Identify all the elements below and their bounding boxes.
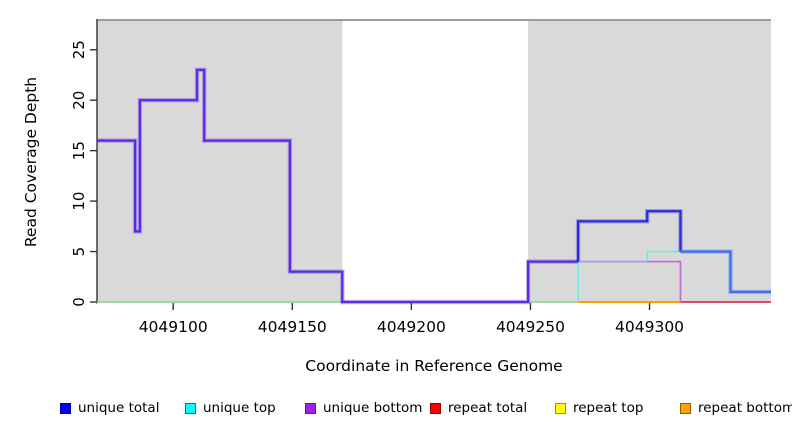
y-tick-label: 15 [70,141,88,160]
y-tick-label: 0 [70,297,88,307]
x-tick-label: 4049250 [496,318,565,336]
legend-swatch-icon [60,402,71,414]
y-tick-label: 20 [70,91,88,110]
legend-label: unique top [203,400,276,416]
legend-item: repeat bottom [680,396,792,420]
unique-bottom-drop [647,260,682,302]
y-tick-label: 25 [70,40,88,59]
x-tick-label: 4049150 [258,318,327,336]
legend-item: unique bottom [305,396,422,420]
shaded-region-left [97,20,343,303]
legend-item: unique total [60,396,159,420]
unique-total-violet-trace [97,68,579,304]
legend-label: unique bottom [323,400,423,416]
unique-total-royal-trace [680,250,771,293]
legend-swatch-icon [185,402,196,414]
y-tick-label: 10 [70,192,88,211]
legend-swatch-icon [680,402,691,414]
legend: unique total unique top unique bottom repea… [0,396,792,422]
legend-label: repeat bottom [698,400,792,416]
y-axis-label: Read Coverage Depth [22,76,40,248]
legend-item: repeat total [430,396,527,420]
legend-swatch-icon [430,402,441,414]
x-axis-label: Coordinate in Reference Genome [305,357,563,375]
y-tick-label: 5 [70,247,88,257]
legend-swatch-icon [305,402,316,414]
x-tick-label: 4049200 [377,318,446,336]
x-tick-label: 4049100 [139,318,208,336]
legend-label: repeat total [448,400,528,416]
legend-label: unique total [78,400,160,416]
unique-total-blue-trace [576,210,682,262]
legend-item: unique top [185,396,276,420]
legend-label: repeat top [573,400,644,416]
legend-swatch-icon [555,402,566,414]
legend-item: repeat top [555,396,643,420]
x-tick-label: 4049300 [615,318,684,336]
unique-top-step [646,250,681,262]
